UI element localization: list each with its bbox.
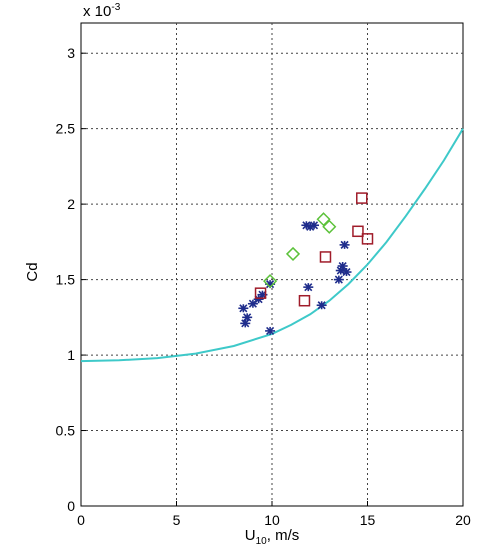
x-tick-label: 15 bbox=[360, 512, 376, 528]
y-tick-label: 0.5 bbox=[56, 423, 76, 439]
diamond-marker bbox=[285, 246, 301, 261]
star-marker bbox=[240, 319, 251, 328]
star-marker bbox=[337, 261, 348, 271]
square-marker bbox=[361, 233, 374, 245]
y-tick-label: 2.5 bbox=[56, 121, 76, 137]
series-layer bbox=[80, 128, 464, 363]
diamond-marker bbox=[322, 219, 337, 234]
diamond-marker bbox=[263, 274, 278, 289]
star-marker bbox=[316, 301, 327, 310]
square-marker bbox=[298, 294, 311, 307]
square-marker bbox=[319, 251, 332, 263]
y-tick-label: 2 bbox=[67, 196, 75, 212]
star-marker bbox=[242, 313, 253, 322]
x-tick-label: 20 bbox=[455, 512, 471, 528]
x-tick-label: 10 bbox=[264, 512, 280, 528]
y-tick-label: 0 bbox=[67, 498, 75, 514]
y-tick-label: 1.5 bbox=[56, 272, 76, 288]
square-marker bbox=[352, 225, 364, 238]
star-marker bbox=[247, 299, 258, 308]
star-marker bbox=[339, 240, 350, 249]
x-tick-label: 0 bbox=[77, 512, 85, 528]
y-tick-label: 3 bbox=[67, 45, 75, 61]
axis-ticks: 0 5 10 15 20 0 0.5 1 1.5 2 2.5 3 bbox=[56, 45, 471, 528]
star-marker bbox=[303, 283, 314, 292]
square-marker bbox=[356, 192, 368, 204]
star-marker bbox=[341, 267, 352, 277]
square-marker bbox=[254, 287, 267, 299]
y-axis-label: Cd bbox=[24, 262, 41, 281]
y-tick-label: 1 bbox=[67, 347, 75, 363]
star-marker bbox=[309, 221, 320, 230]
diamond-marker bbox=[316, 212, 331, 227]
star-marker bbox=[265, 326, 276, 335]
star-marker bbox=[333, 275, 344, 284]
x-axis-label: U10, m/s bbox=[245, 527, 299, 547]
scale-factor-label: x 10-3 bbox=[83, 2, 121, 20]
star-marker bbox=[238, 304, 249, 313]
x-tick-label: 5 bbox=[173, 512, 181, 528]
